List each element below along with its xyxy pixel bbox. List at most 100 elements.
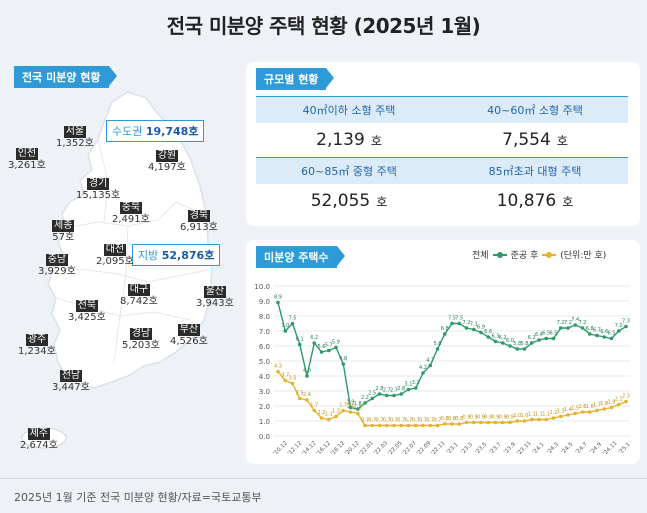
data-label: 1.6: [579, 404, 587, 410]
data-label: 0.9: [506, 415, 514, 421]
data-label: 6.2: [310, 335, 318, 341]
legend-total-label: 전체: [472, 251, 489, 261]
data-point: [406, 387, 411, 392]
data-label: 0.7: [405, 418, 413, 424]
x-tick-label: '23.9: [503, 441, 517, 455]
data-point: [573, 323, 578, 327]
region-value: 1,234호: [18, 346, 56, 357]
data-point: [392, 423, 396, 428]
data-point: [500, 420, 505, 425]
data-label: 5.6: [318, 344, 326, 350]
data-label: 1.5: [354, 406, 362, 412]
region-value: 3,425호: [68, 312, 106, 323]
region-value: 3,447호: [52, 382, 90, 393]
x-tick-label: '18.12: [330, 440, 346, 456]
data-label: 7.4: [571, 317, 579, 323]
callout-capital: 수도권 19,748호: [106, 120, 205, 142]
x-tick-label: '14.12: [301, 440, 317, 456]
data-point: [450, 422, 454, 426]
data-point: [595, 408, 599, 413]
region-value: 2,674호: [20, 440, 58, 451]
data-point: [529, 417, 534, 422]
data-point: [406, 423, 411, 428]
data-label: 6.3: [492, 334, 500, 340]
region-value: 3,261호: [8, 160, 46, 171]
region-value: 3,943호: [196, 298, 234, 309]
x-tick-label: '25.1: [618, 442, 632, 456]
x-tick-label: '23.5: [474, 441, 488, 455]
chart-legend: 전체 준공 후 (단위:만 호): [472, 248, 606, 261]
size-row: 60~85㎡ 중형 주택 52,055 호 85㎡초과 대형 주택 10,876 호: [256, 157, 628, 218]
y-tick-label: 1.0: [259, 418, 270, 426]
x-tick-label: '23.11: [516, 440, 532, 456]
data-label: 6.8: [441, 326, 449, 332]
region-value: 15,135호: [76, 190, 121, 201]
data-point: [392, 393, 396, 398]
size-unit: 호: [376, 195, 388, 209]
data-point: [305, 374, 309, 378]
data-point: [384, 423, 389, 428]
size-card: 규모별 현황 40㎡이하 소형 주택 2,139 호 40~60㎡ 소형 주택 7…: [246, 62, 640, 226]
legend-total-swatch: [492, 251, 507, 258]
data-label: 3.5: [289, 376, 297, 382]
data-point: [609, 336, 614, 341]
size-label: 40~60㎡ 소형 주택: [442, 96, 628, 123]
data-label: 6.5: [550, 331, 558, 337]
size-cell: 85㎡초과 대형 주택 10,876 호: [442, 157, 628, 218]
region-busan: 부산 4,526호: [170, 324, 208, 348]
region-value: 6,913호: [180, 222, 218, 233]
data-point: [558, 414, 563, 419]
data-point: [421, 371, 425, 375]
size-label: 60~85㎡ 중형 주택: [256, 157, 442, 184]
x-tick-label: '24.5: [560, 441, 574, 455]
data-label: 2.3: [622, 394, 630, 400]
y-tick-label: 4.0: [259, 373, 270, 381]
x-tick-label: '22.01: [358, 440, 374, 456]
data-point: [399, 423, 404, 428]
x-tick-label: '24.7: [575, 441, 589, 455]
data-point: [609, 405, 614, 410]
data-point: [442, 332, 447, 336]
data-point: [522, 419, 527, 423]
data-point: [486, 420, 491, 425]
region-gyeongbuk: 경북 6,913호: [180, 210, 218, 234]
region-value: 4,526호: [170, 336, 208, 347]
data-point: [551, 416, 556, 420]
footer: 2025년 1월 기준 전국 미분양 현황/자료=국토교통부: [0, 478, 647, 513]
data-label: 6.6: [484, 329, 492, 335]
data-label: 0.8: [455, 416, 463, 422]
region-name: 서울: [63, 126, 87, 138]
y-tick-label: 3.0: [259, 388, 270, 396]
data-label: 1.9: [347, 400, 355, 406]
data-point: [566, 413, 570, 417]
data-label: 0.9: [484, 415, 492, 421]
data-label: 7.2: [463, 320, 471, 326]
data-label: 2.2: [361, 395, 369, 401]
data-label: 0.7: [397, 418, 405, 424]
data-label: 2.4: [303, 392, 311, 398]
data-label: 2.8: [376, 386, 384, 392]
data-label: 1.1: [325, 412, 333, 418]
data-label: 6.5: [542, 331, 550, 337]
data-label: 6.2: [499, 335, 507, 341]
region-name: 광주: [25, 334, 49, 346]
data-label: 1.7: [310, 403, 318, 409]
data-label: 1.3: [557, 409, 565, 415]
region-chungbuk: 충북 2,491호: [112, 202, 150, 226]
data-label: 6.2: [528, 335, 536, 341]
region-name: 대전: [103, 244, 127, 256]
data-label: 0.7: [426, 418, 434, 424]
region-value: 1,352호: [56, 138, 94, 149]
data-point: [587, 410, 592, 414]
line-chart: 0.0 1.0 2.0 3.0 4.0 5.0 6.0 7.0 8.0 9.0 10.0 '10.12…: [254, 283, 632, 457]
data-label: 5.8: [513, 341, 521, 347]
size-value: 7,554: [502, 130, 551, 150]
size-label: 85㎡초과 대형 주택: [442, 157, 628, 184]
region-name: 충남: [45, 254, 69, 266]
data-label: 1.9: [608, 400, 616, 406]
data-label: 0.8: [441, 416, 449, 422]
region-seoul: 서울 1,352호: [56, 126, 94, 150]
data-label: 7.5: [289, 316, 297, 322]
x-tick-label: '24.11: [602, 440, 618, 456]
region-name: 전북: [75, 300, 99, 312]
